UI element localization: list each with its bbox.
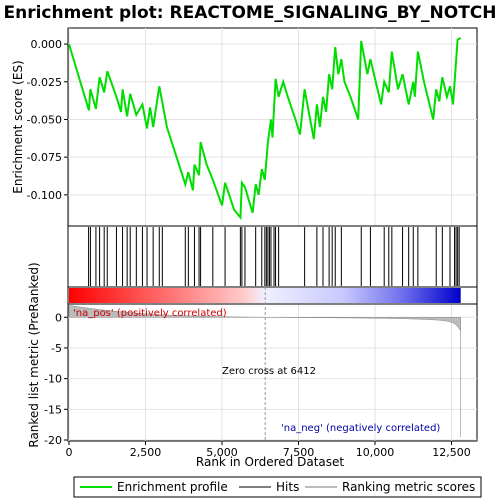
enrichment-profile-line — [68, 37, 462, 221]
es-y-axis-label: Enrichment score (ES) — [11, 60, 25, 193]
legend-enrichment-label: Enrichment profile — [117, 480, 228, 494]
chart-title: Enrichment plot: REACTOME_SIGNALING_BY_N… — [4, 3, 497, 23]
x-tick-label: 12,500 — [432, 446, 471, 459]
metric-panel — [67, 303, 478, 442]
es-tick-label: 0.000 — [31, 38, 63, 51]
x-axis-label: Rank in Ordered Dataset — [196, 455, 344, 469]
legend-hits-label: Hits — [276, 480, 299, 494]
metric-tick-label: -15 — [44, 403, 62, 416]
ranking-metric-area — [68, 305, 461, 437]
x-ticks: 0 2,500 5,000 7,500 10,000 12,500 — [66, 441, 471, 459]
x-tick-label: 2,500 — [130, 446, 162, 459]
es-tick-label: -0.100 — [27, 189, 62, 202]
metric-tick-label: -20 — [44, 434, 62, 447]
metric-tick-label: -5 — [51, 342, 62, 355]
es-y-ticks: 0.000 -0.025 -0.050 -0.075 -0.100 — [27, 38, 68, 202]
metric-y-ticks: 0 -5 -10 -15 -20 — [44, 311, 68, 447]
pos-label: 'na_pos' (positively correlated) — [73, 308, 227, 319]
metric-y-axis-label: Ranked list metric (PreRanked) — [27, 262, 41, 447]
hits-panel — [67, 225, 478, 288]
ranking-heat-bar — [69, 288, 461, 303]
es-tick-label: -0.050 — [27, 113, 62, 126]
x-tick-label: 7,500 — [283, 446, 315, 459]
legend-metric-label: Ranking metric scores — [342, 480, 475, 494]
es-tick-label: -0.075 — [27, 151, 62, 164]
zero-cross-label: Zero cross at 6412 — [222, 366, 316, 377]
es-tick-label: -0.025 — [27, 76, 62, 89]
x-tick-label: 5,000 — [206, 446, 238, 459]
hits-group — [88, 227, 460, 286]
metric-tick-label: -10 — [44, 373, 62, 386]
x-tick-label: 0 — [66, 446, 73, 459]
x-tick-label: 10,000 — [356, 446, 395, 459]
neg-label: 'na_neg' (negatively correlated) — [281, 423, 440, 434]
metric-tick-label: 0 — [55, 311, 62, 324]
legend-box — [73, 476, 482, 498]
